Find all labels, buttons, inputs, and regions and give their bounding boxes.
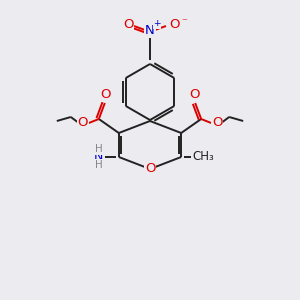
Text: H: H xyxy=(95,160,103,170)
Text: N: N xyxy=(145,25,155,38)
Text: +: + xyxy=(153,20,161,28)
Text: O: O xyxy=(78,116,88,130)
Text: ⁻: ⁻ xyxy=(181,17,187,27)
Text: O: O xyxy=(169,19,179,32)
Text: O: O xyxy=(123,19,133,32)
Text: O: O xyxy=(145,163,155,176)
Text: H: H xyxy=(95,144,103,154)
Text: O: O xyxy=(100,88,111,101)
Text: O: O xyxy=(189,88,200,101)
Text: CH₃: CH₃ xyxy=(192,151,214,164)
Text: N: N xyxy=(94,151,104,164)
Text: O: O xyxy=(212,116,222,130)
